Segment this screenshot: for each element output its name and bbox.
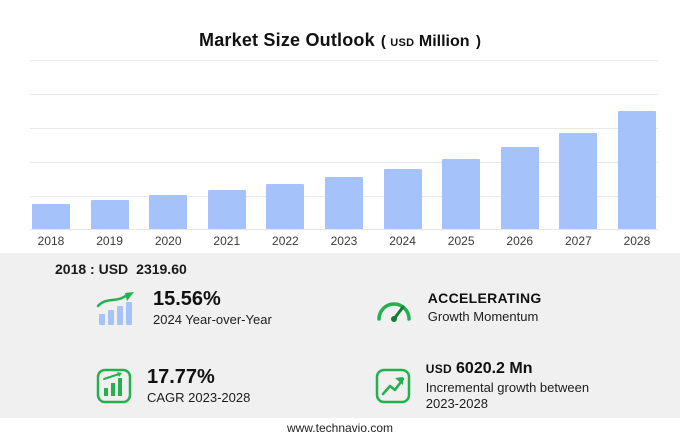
bar-2027: [559, 133, 598, 229]
x-label-2023: 2023: [330, 234, 358, 248]
title-paren-close: ): [475, 33, 481, 50]
stat-momentum: ACCELERATING Growth Momentum: [374, 288, 635, 328]
stat-incremental-value: USD 6020.2 Mn: [426, 360, 601, 378]
footer-url: www.technavio.com: [286, 421, 394, 435]
chart-title: Market Size Outlook ( USD Million ): [0, 30, 680, 51]
bar-2018: [32, 204, 70, 229]
x-label-2024: 2024: [389, 234, 416, 248]
base-year-value: 2319.60: [136, 261, 187, 277]
growth-arrow-icon: [95, 290, 139, 326]
stat-incremental-text: USD 6020.2 Mn Incremental growth between …: [426, 360, 601, 412]
stat-cagr-label: CAGR 2023-2028: [147, 390, 251, 406]
bar-2020: [149, 195, 188, 229]
bar-2025: [442, 159, 481, 229]
stat-incremental-amount: 6020.2 Mn: [456, 360, 533, 378]
plot-area: [30, 60, 658, 230]
bar-2023: [324, 177, 363, 229]
stat-cagr-value: 17.77%: [147, 366, 215, 389]
title-main: Market Size Outlook: [199, 30, 375, 50]
bar-2028: [617, 111, 656, 229]
stat-cagr-text: 17.77% CAGR 2023-2028: [147, 366, 250, 406]
stat-incremental: USD 6020.2 Mn Incremental growth between …: [374, 360, 635, 412]
stat-incremental-prefix: USD: [425, 362, 453, 377]
bar-2026: [500, 147, 539, 229]
x-label-2019: 2019: [96, 234, 123, 248]
title-unit-usd: USD: [390, 37, 415, 49]
x-label-2025: 2025: [447, 234, 475, 248]
stat-momentum-label: Growth Momentum: [427, 308, 539, 324]
x-label-2021: 2021: [213, 234, 241, 248]
stat-yoy-text: 15.56% 2024 Year-over-Year: [153, 288, 272, 328]
bar-2022: [266, 184, 305, 229]
stat-yoy-label: 2024 Year-over-Year: [153, 312, 272, 327]
x-axis-labels: 2018 2019 2020 2021 2022 2023 2024 2025 2026 2027…: [30, 234, 658, 248]
line-chart-badge-icon: [374, 367, 412, 405]
stat-incremental-label: Incremental growth between 2023-2028: [425, 379, 590, 412]
speedometer-icon: [374, 292, 414, 324]
bar-2024: [383, 169, 422, 229]
title-unit-million: Million: [418, 33, 470, 50]
base-year-annotation: 2018 : USD 2319.60: [55, 261, 187, 277]
bar-2021: [207, 190, 246, 229]
bar-group: [30, 59, 658, 229]
x-label-2018: 2018: [37, 234, 65, 248]
bar-chart-badge-icon: [95, 367, 133, 405]
x-label-2020: 2020: [154, 234, 182, 248]
x-label-2027: 2027: [564, 234, 592, 248]
bar-2019: [90, 200, 129, 229]
stat-yoy: 15.56% 2024 Year-over-Year: [95, 288, 344, 328]
x-label-2028: 2028: [623, 234, 651, 248]
stat-cagr: 17.77% CAGR 2023-2028: [95, 360, 344, 412]
base-year-label: 2018 : USD: [55, 261, 129, 277]
x-label-2026: 2026: [506, 234, 534, 248]
stat-momentum-text: ACCELERATING Growth Momentum: [427, 290, 542, 325]
x-label-2022: 2022: [272, 234, 299, 248]
stat-yoy-value: 15.56%: [153, 288, 221, 310]
title-paren-open: (: [380, 33, 386, 50]
stats-grid: 15.56% 2024 Year-over-Year ACCELERATING …: [95, 288, 635, 412]
stat-momentum-value: ACCELERATING: [427, 290, 542, 307]
